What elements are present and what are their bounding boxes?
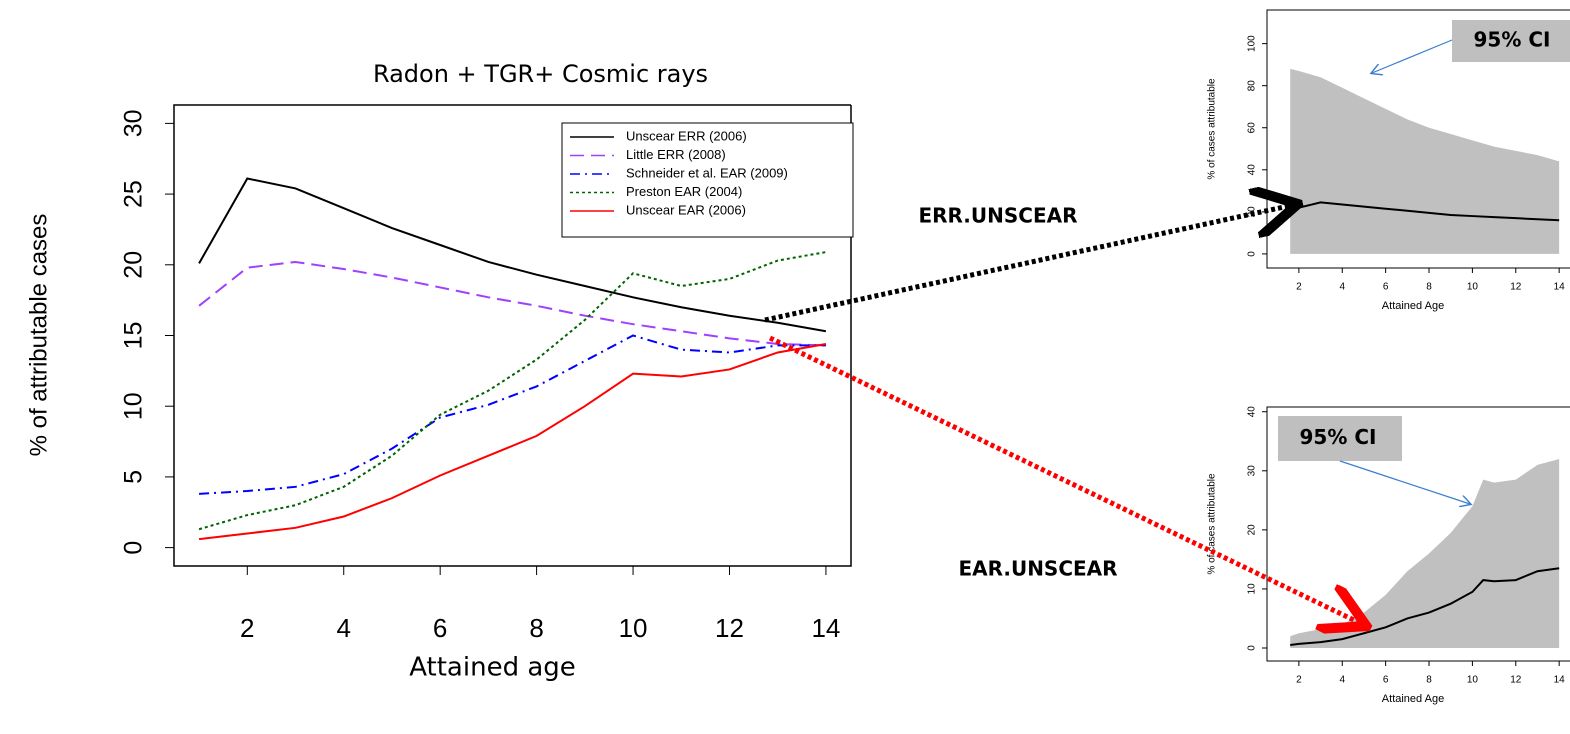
annotation: ERR.UNSCEAR <box>918 204 1077 228</box>
x-axis-label: Attained age <box>409 653 576 683</box>
x-axis-label: Attained Age <box>1382 300 1444 312</box>
ci-label-box <box>1452 20 1570 62</box>
y-axis-label: % of cases attributable <box>1207 78 1218 180</box>
x-tick-label: 14 <box>1554 282 1566 293</box>
x-tick-label: 12 <box>1510 675 1522 686</box>
y-tick-label: 10 <box>1247 583 1258 595</box>
chart-title: Radon + TGR+ Cosmic rays <box>373 60 708 88</box>
y-tick-label: 40 <box>1247 164 1258 176</box>
x-tick-label: 4 <box>1339 282 1345 293</box>
plot-frame <box>1266 9 1570 269</box>
ci-band <box>1290 458 1560 649</box>
plot <box>173 104 852 567</box>
x-tick-label: 6 <box>1383 282 1389 293</box>
y-tick-label: 25 <box>120 180 148 208</box>
y-tick-label: 20 <box>120 251 148 279</box>
legend-label: Schneider et al. EAR (2009) <box>626 165 788 180</box>
y-tick-label: 15 <box>120 322 148 350</box>
y-tick-label: 40 <box>1247 406 1258 418</box>
legend-label: Preston EAR (2004) <box>626 184 742 199</box>
x-tick-label: 8 <box>1426 675 1432 686</box>
ci-label: 95% CI <box>1474 28 1551 52</box>
series-line <box>1289 201 1560 222</box>
link-arrow <box>768 335 1362 624</box>
y-tick-label: 0 <box>1247 251 1258 257</box>
y-axis-label: % of cases attributable <box>1207 473 1218 575</box>
series-line <box>198 260 826 347</box>
x-tick-label: 6 <box>1383 675 1389 686</box>
y-tick-label: 0 <box>1247 645 1258 651</box>
y-axis-label: % of attributable cases <box>25 214 52 457</box>
ci-label: 95% CI <box>1300 425 1377 449</box>
x-tick-label: 12 <box>1510 282 1522 293</box>
plot <box>1266 406 1570 662</box>
x-tick-label: 4 <box>336 613 350 643</box>
legend-label: Unscear EAR (2006) <box>626 202 746 217</box>
y-tick-label: 100 <box>1247 35 1258 52</box>
annotation: EAR.UNSCEAR <box>958 557 1117 581</box>
plot <box>1266 9 1570 269</box>
x-tick-label: 12 <box>715 613 744 643</box>
legend-box <box>561 122 854 238</box>
x-tick-label: 10 <box>1467 675 1479 686</box>
x-tick-label: 14 <box>1554 675 1566 686</box>
x-tick-label: 2 <box>1296 282 1302 293</box>
y-tick-label: 20 <box>1247 524 1258 536</box>
y-tick-label: 60 <box>1247 122 1258 134</box>
ci-label-box <box>1278 416 1402 461</box>
x-tick-label: 2 <box>1296 675 1302 686</box>
x-tick-label: 2 <box>240 613 254 643</box>
y-tick-label: 30 <box>120 109 148 137</box>
series-line <box>198 343 827 541</box>
x-axis-label: Attained Age <box>1382 693 1444 705</box>
ci-arrow <box>1372 39 1453 73</box>
y-tick-label: 10 <box>120 392 148 420</box>
series-line <box>199 334 826 495</box>
x-tick-label: 4 <box>1339 675 1345 686</box>
series-line <box>198 251 827 531</box>
legend-label: Unscear ERR (2006) <box>626 128 747 143</box>
ci-arrow <box>1339 460 1470 504</box>
x-tick-label: 8 <box>1426 282 1432 293</box>
plot-frame <box>1266 406 1570 662</box>
y-tick-label: 30 <box>1247 465 1258 477</box>
x-tick-label: 10 <box>1467 282 1479 293</box>
series-line <box>198 177 827 333</box>
plot-frame <box>173 104 852 567</box>
series-line <box>1290 567 1560 647</box>
legend-label: Little ERR (2008) <box>626 147 726 162</box>
x-tick-label: 10 <box>619 613 648 643</box>
x-tick-label: 6 <box>433 613 447 643</box>
y-tick-label: 0 <box>120 541 148 555</box>
y-tick-label: 80 <box>1247 80 1258 92</box>
x-tick-label: 8 <box>529 613 543 643</box>
y-tick-label: 5 <box>120 470 148 484</box>
link-arrow <box>764 205 1293 323</box>
x-tick-label: 14 <box>811 613 840 643</box>
ci-band <box>1290 68 1560 254</box>
